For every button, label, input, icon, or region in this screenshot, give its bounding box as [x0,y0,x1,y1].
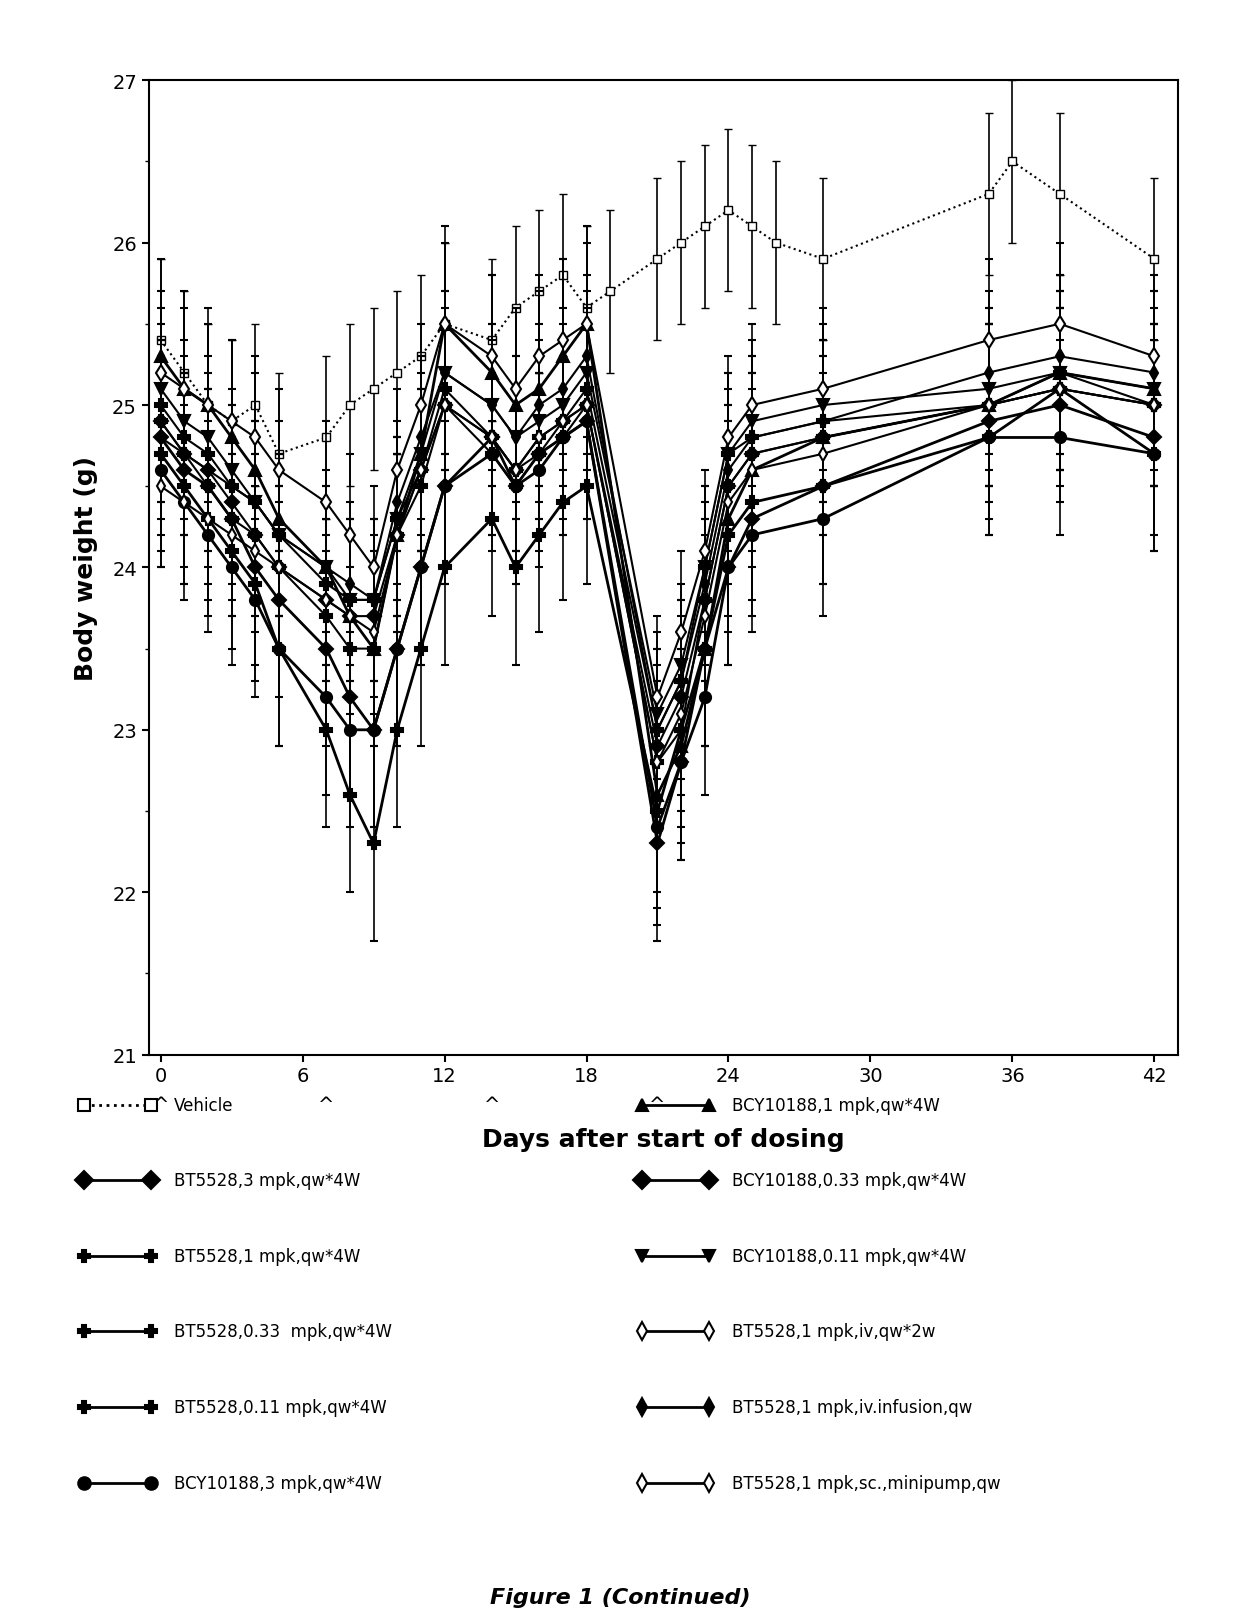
Text: BT5528,1 mpk,iv.infusion,qw: BT5528,1 mpk,iv.infusion,qw [732,1397,972,1417]
Text: BT5528,3 mpk,qw*4W: BT5528,3 mpk,qw*4W [174,1172,360,1190]
Text: BT5528,1 mpk,sc.,minipump,qw: BT5528,1 mpk,sc.,minipump,qw [732,1474,1001,1492]
X-axis label: Days after start of dosing: Days after start of dosing [482,1128,844,1151]
Text: ^: ^ [484,1096,500,1115]
Text: BCY10188,0.33 mpk,qw*4W: BCY10188,0.33 mpk,qw*4W [732,1172,966,1190]
Text: ^: ^ [319,1096,335,1115]
Text: BT5528,0.11 mpk,qw*4W: BT5528,0.11 mpk,qw*4W [174,1397,387,1417]
Text: BCY10188,1 mpk,qw*4W: BCY10188,1 mpk,qw*4W [732,1096,940,1115]
Text: Vehicle: Vehicle [174,1096,233,1115]
Text: Figure 1 (Continued): Figure 1 (Continued) [490,1587,750,1607]
Text: ^: ^ [650,1096,666,1115]
Y-axis label: Body weight (g): Body weight (g) [74,456,98,680]
Text: ^: ^ [153,1096,169,1115]
Text: BT5528,1 mpk,qw*4W: BT5528,1 mpk,qw*4W [174,1246,360,1266]
Text: BCY10188,0.11 mpk,qw*4W: BCY10188,0.11 mpk,qw*4W [732,1246,966,1266]
Text: BT5528,0.33  mpk,qw*4W: BT5528,0.33 mpk,qw*4W [174,1323,392,1341]
Text: BCY10188,3 mpk,qw*4W: BCY10188,3 mpk,qw*4W [174,1474,382,1492]
Text: BT5528,1 mpk,iv,qw*2w: BT5528,1 mpk,iv,qw*2w [732,1323,935,1341]
